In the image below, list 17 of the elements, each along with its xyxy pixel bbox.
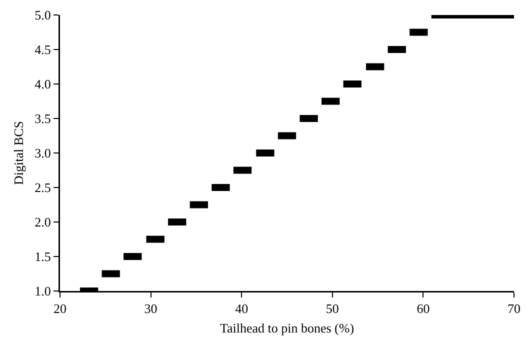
y-tick-label: 3.5 [34,111,51,126]
y-tick-label: 3.0 [34,146,51,161]
y-tick-label: 1.0 [34,284,51,299]
y-tick-label: 5.0 [34,8,51,23]
y-tick-label: 4.0 [34,76,51,92]
x-tick-label: 30 [144,301,158,316]
x-axis-title: Tailhead to pin bones (%) [220,320,354,336]
y-tick-label: 4.5 [34,42,51,58]
y-tick-label: 2.0 [34,214,51,230]
y-tick-label: 2.5 [34,180,51,196]
x-tick-label: 70 [508,301,520,316]
y-axis-title: Digital BCS [10,121,26,185]
y-tick-label: 1.5 [34,249,51,264]
x-tick-label: 50 [326,301,339,316]
x-tick-label: 60 [416,301,430,316]
x-tick-label: 40 [235,301,248,316]
x-tick-label: 20 [54,301,66,316]
